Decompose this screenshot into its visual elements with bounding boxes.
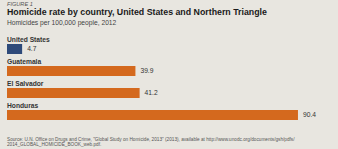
html-text:FIGURE 1: FIGURE 1 [7,1,33,7]
svg-text:90.4: 90.4 [303,111,316,118]
html-text:Homicide rate by country, Unit: Homicide rate by country, United States … [7,7,267,17]
html-text:Homicides per 100,000 people,: Homicides per 100,000 people, 2012 [7,19,117,26]
svg-text:41.2: 41.2 [145,89,158,96]
html-text:Source: U.N. Office on Drugs a: Source: U.N. Office on Drugs and Crime, … [7,136,295,148]
svg-text:4.7: 4.7 [27,45,37,52]
svg-text:United States: United States [8,36,50,43]
svg-text:Guatemala: Guatemala [8,58,41,65]
svg-text:El Salvador: El Salvador [8,80,44,87]
svg-text:Honduras: Honduras [8,102,38,109]
svg-text:39.9: 39.9 [140,67,153,74]
